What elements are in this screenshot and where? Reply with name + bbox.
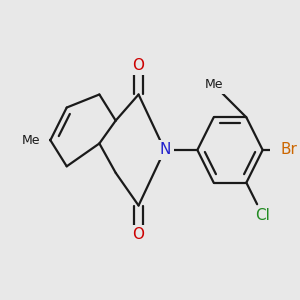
FancyBboxPatch shape [195,75,232,94]
Text: Cl: Cl [255,208,270,223]
Text: O: O [133,227,145,242]
Text: Br: Br [280,142,297,158]
Text: O: O [133,58,145,73]
FancyBboxPatch shape [12,130,50,150]
FancyBboxPatch shape [129,56,148,75]
Text: Me: Me [204,78,223,91]
FancyBboxPatch shape [129,225,148,244]
Text: N: N [159,142,170,158]
FancyBboxPatch shape [155,140,174,160]
FancyBboxPatch shape [244,206,281,225]
FancyBboxPatch shape [270,140,300,160]
Text: Me: Me [22,134,40,147]
